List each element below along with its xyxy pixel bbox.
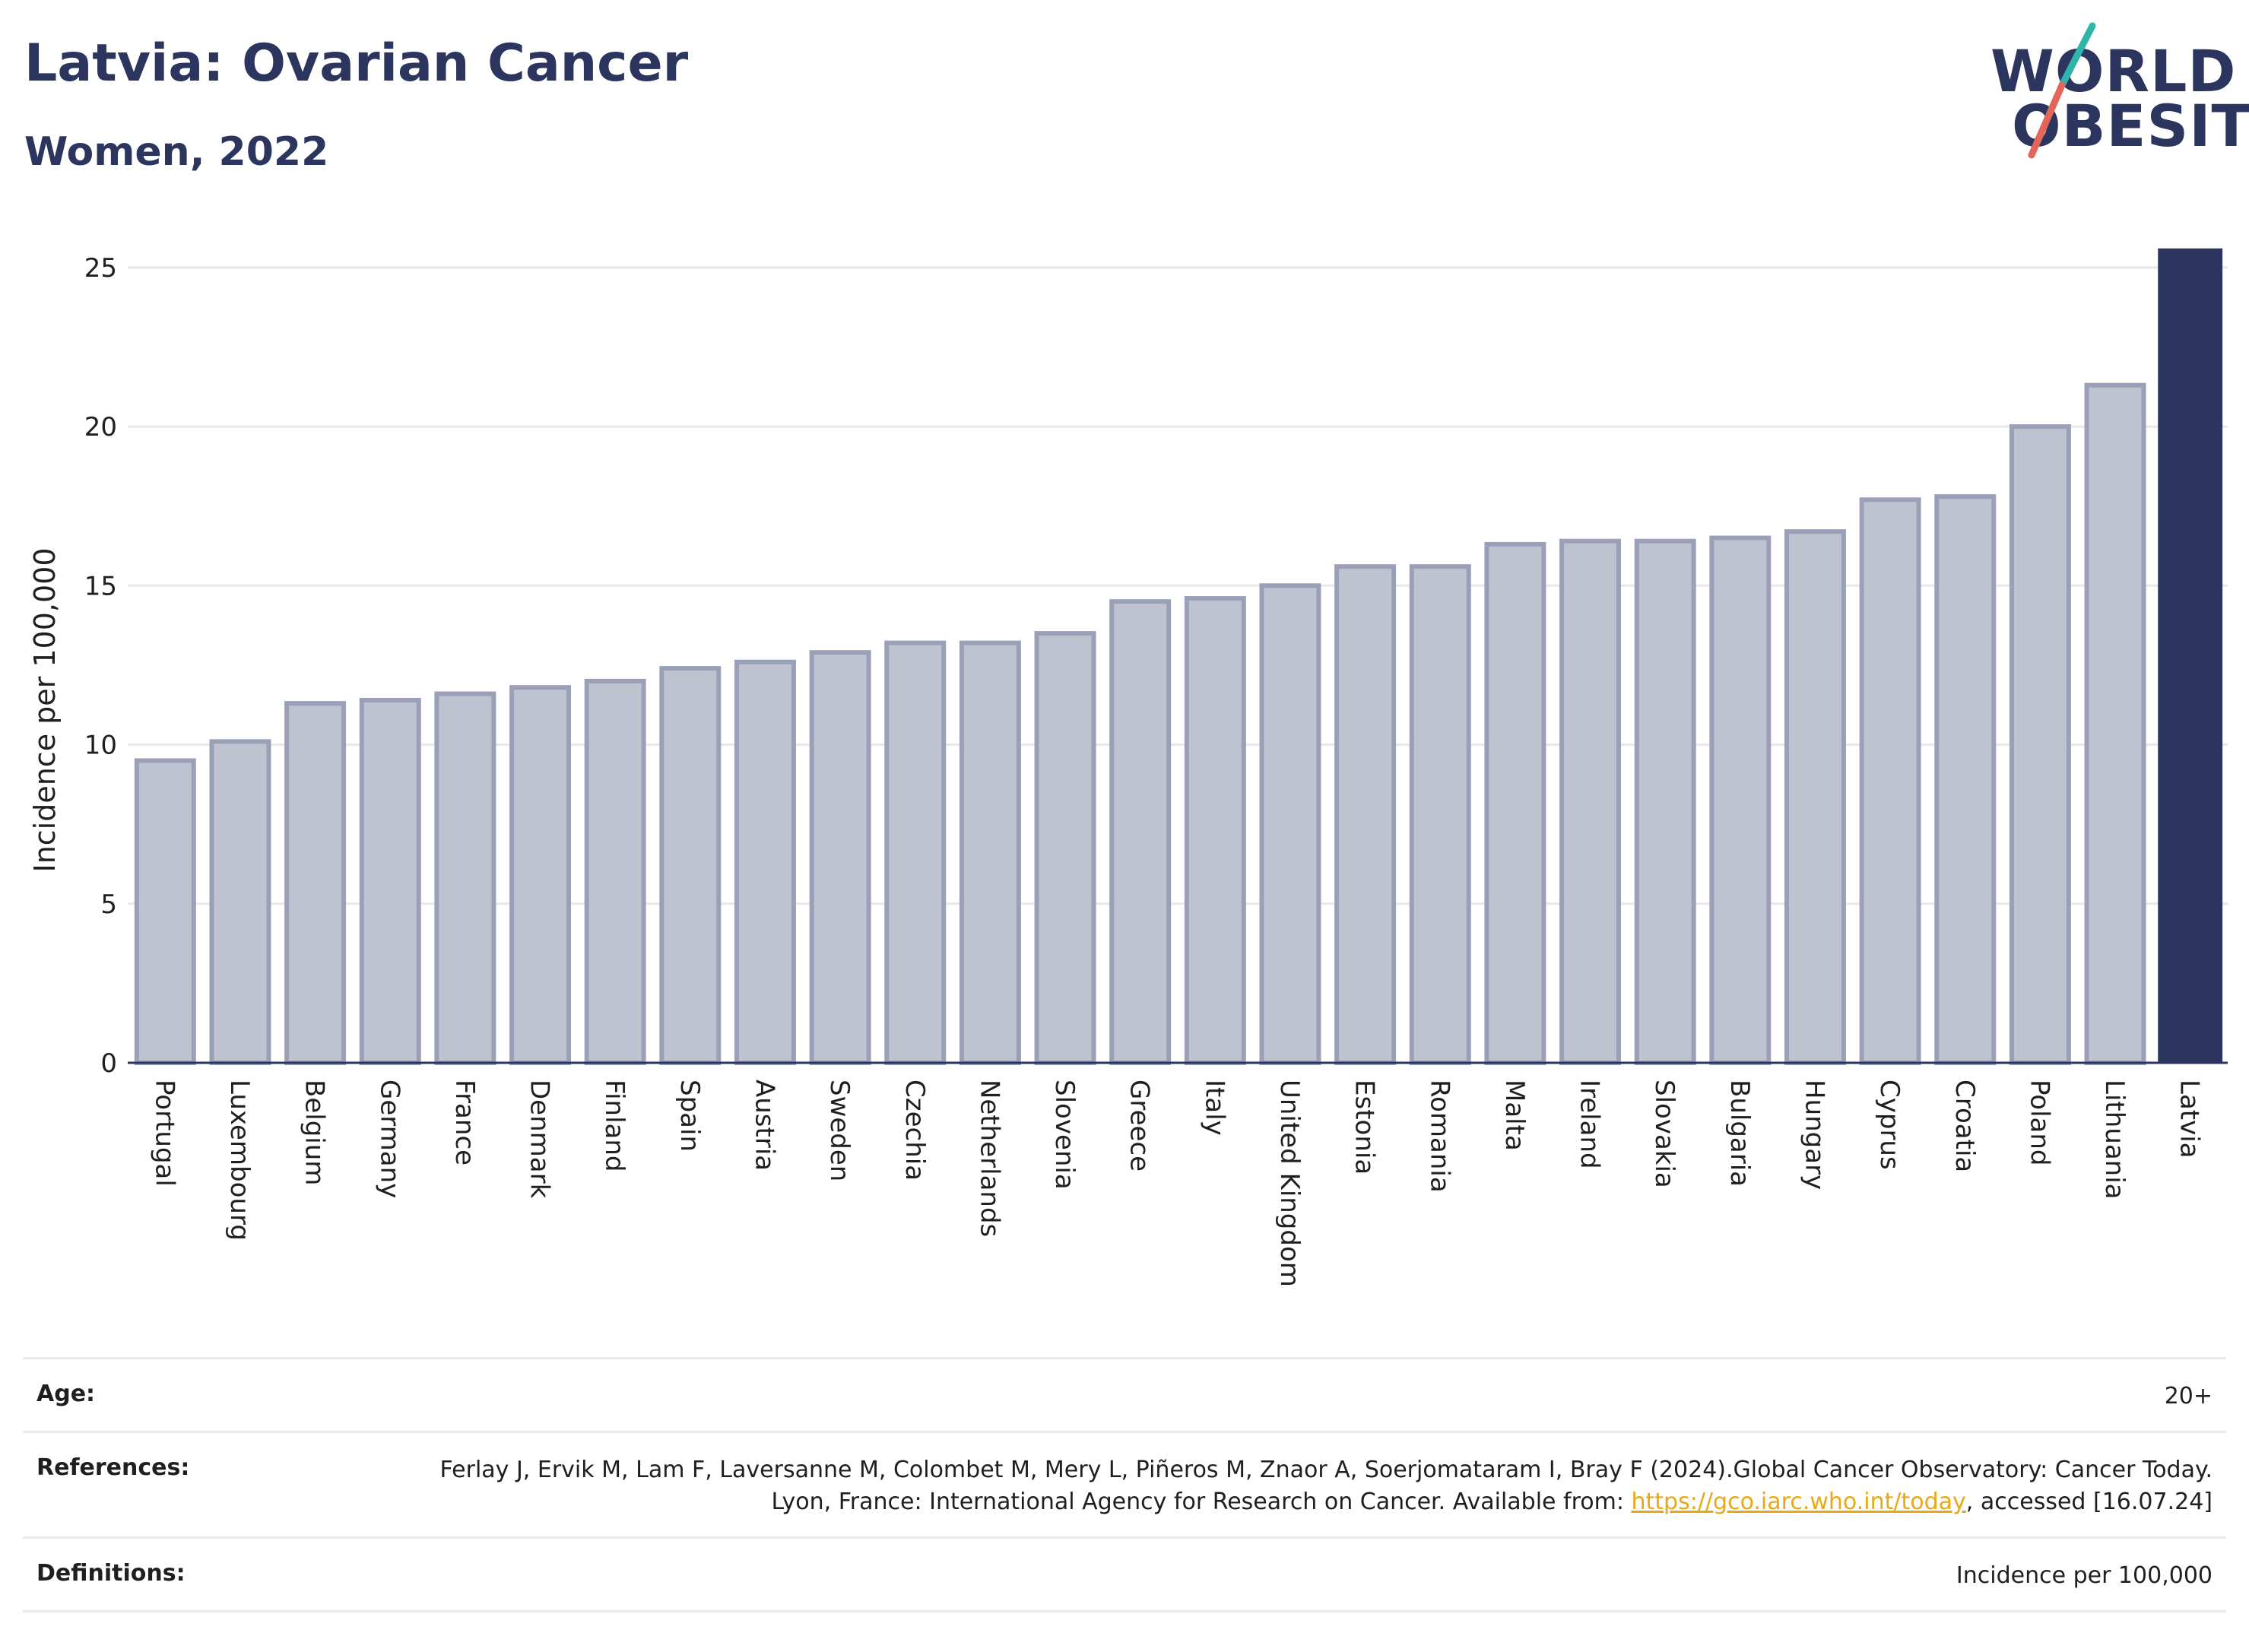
bar-chart: 0 5 10 15 20 25 Portugal Luxembourg Belgium Germ… [28, 248, 2228, 1287]
chart-title: Latvia: Ovarian Cancer [24, 33, 689, 94]
bar-latvia [2158, 248, 2223, 1063]
y-tick-label: 0 [100, 1048, 117, 1079]
y-axis-label: Incidence per 100,000 [28, 547, 62, 872]
y-tick-label: 15 [84, 571, 117, 601]
y-tick-label: 10 [84, 731, 117, 761]
x-tick-label: Slovenia [1049, 1080, 1080, 1190]
x-tick-label: Denmark [525, 1080, 555, 1199]
age-label: Age: [36, 1381, 96, 1407]
references-text-1: Ferlay J, Ervik M, Lam F, Laversanne M, … [439, 1457, 2213, 1515]
bar-czechia [884, 640, 947, 1065]
x-tick-label: Netherlands [974, 1080, 1004, 1237]
y-tick-label: 25 [84, 253, 117, 284]
bar-denmark [509, 685, 572, 1065]
x-tick-label: Poland [2024, 1080, 2054, 1166]
references-link[interactable]: https://gco.iarc.who.int/today [1631, 1489, 1966, 1515]
references-value: Ferlay J, Ervik M, Lam F, Laversanne M, … [388, 1454, 2213, 1518]
references-label: References: [36, 1454, 190, 1481]
bar-slovenia [1034, 631, 1096, 1065]
x-tick-label: Germany [374, 1080, 404, 1198]
bar-germany [359, 697, 421, 1065]
x-tick-label: Czechia [899, 1080, 930, 1181]
x-tick-label: Romania [1424, 1080, 1454, 1193]
x-tick-label: Spain [674, 1080, 705, 1152]
bar-finland [584, 678, 646, 1065]
bar-estonia [1334, 564, 1397, 1065]
x-tick-label: Sweden [824, 1080, 855, 1181]
age-value: 20+ [2164, 1383, 2213, 1409]
definitions-label: Definitions: [36, 1560, 186, 1587]
bar-austria [734, 659, 796, 1065]
logo-slash-icon [2028, 22, 2096, 159]
x-tick-label: Italy [1199, 1080, 1229, 1136]
x-tick-label: Portugal [149, 1080, 179, 1187]
x-tick-label: Finland [599, 1080, 630, 1172]
x-tick-label: Luxembourg [224, 1080, 255, 1241]
logo-line-1: WORLD [1990, 37, 2237, 105]
x-tick-label: Slovakia [1649, 1080, 1680, 1188]
x-tick-label: Ireland [1575, 1080, 1605, 1169]
bar-hungary [1784, 529, 1846, 1065]
footer-row-references: References: Ferlay J, Ervik M, Lam F, La… [23, 1431, 2226, 1536]
bar-slovakia [1634, 538, 1696, 1065]
footer-row-definitions: Definitions: Incidence per 100,000 [23, 1536, 2226, 1612]
bar-spain [659, 666, 722, 1065]
footer-row-age: Age: 20+ [23, 1357, 2226, 1431]
bar-portugal [134, 758, 196, 1065]
x-tick-label: Bulgaria [1724, 1080, 1755, 1187]
footer-table: Age: 20+ References: Ferlay J, Ervik M, … [23, 1357, 2226, 1612]
references-text-2: , accessed [16.07.24] [1965, 1489, 2213, 1515]
x-tick-label: Hungary [1799, 1080, 1829, 1190]
bar-italy [1184, 596, 1246, 1065]
definitions-value: Incidence per 100,000 [1956, 1562, 2213, 1589]
bar-netherlands [959, 640, 1021, 1065]
x-tick-label: Lithuania [2099, 1080, 2130, 1199]
bars [134, 248, 2223, 1066]
x-tick-label: Greece [1124, 1080, 1155, 1172]
world-obesity-logo: WORLD OBESITY [1977, 21, 2249, 166]
x-tick-label: Austria [749, 1080, 779, 1171]
chart-subtitle: Women, 2022 [24, 129, 329, 175]
x-tick-label: United Kingdom [1274, 1080, 1305, 1287]
bar-lithuania [2084, 382, 2146, 1065]
x-tick-label: Belgium [300, 1080, 330, 1185]
bar-sweden [809, 650, 871, 1065]
bar-greece [1109, 599, 1172, 1065]
bar-malta [1484, 541, 1546, 1065]
bar-france [434, 691, 496, 1065]
bar-poland [2009, 424, 2071, 1066]
bar-belgium [284, 701, 347, 1066]
y-axis-ticks: 0 5 10 15 20 25 [84, 253, 117, 1079]
bar-ireland [1559, 538, 1622, 1065]
bar-croatia [1934, 494, 1997, 1065]
y-tick-label: 5 [100, 889, 117, 920]
x-tick-label: France [449, 1080, 480, 1165]
bar-cyprus [1859, 497, 1921, 1066]
x-tick-label: Cyprus [1874, 1080, 1905, 1170]
x-tick-label: Croatia [1949, 1080, 1980, 1172]
x-tick-label: Malta [1499, 1080, 1530, 1151]
y-tick-label: 20 [84, 412, 117, 442]
x-tick-label: Latvia [2174, 1080, 2205, 1159]
bar-united-kingdom [1259, 583, 1321, 1065]
x-tick-label: Estonia [1350, 1080, 1380, 1175]
bar-luxembourg [209, 739, 271, 1065]
bar-romania [1409, 564, 1471, 1065]
x-axis-labels: Portugal Luxembourg Belgium Germany France De… [149, 1080, 2204, 1287]
bar-bulgaria [1709, 535, 1772, 1065]
